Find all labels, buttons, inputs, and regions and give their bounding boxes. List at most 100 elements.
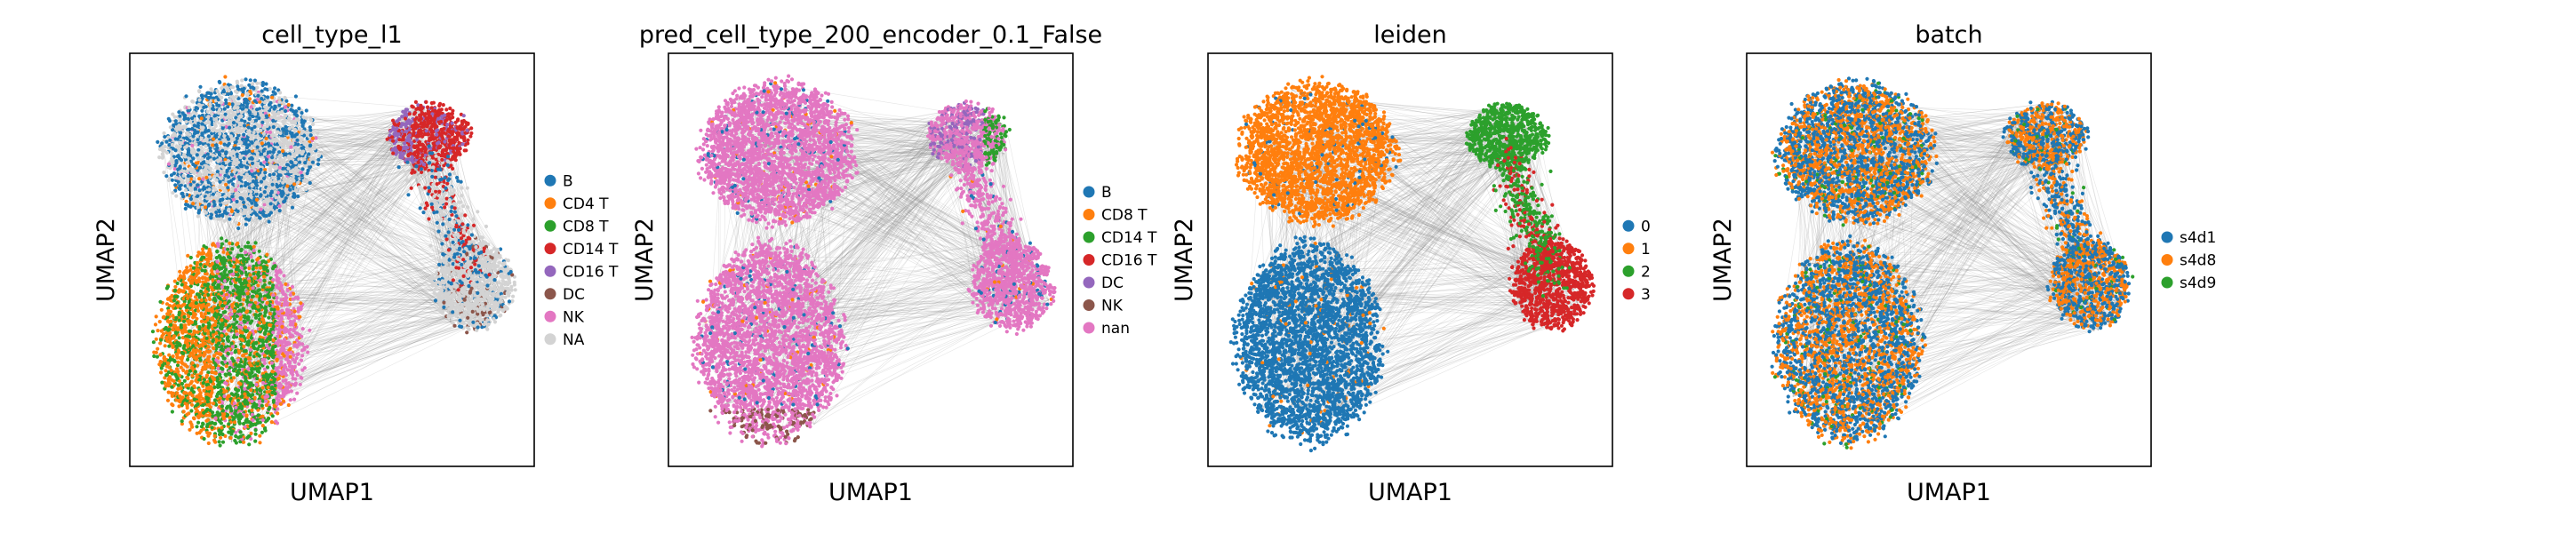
data-point <box>244 165 249 170</box>
data-point <box>246 178 251 182</box>
data-point <box>308 165 312 170</box>
data-point <box>248 78 252 83</box>
data-point <box>219 140 223 145</box>
data-point <box>252 124 257 129</box>
data-point <box>278 91 283 95</box>
edge <box>279 135 413 309</box>
data-point <box>212 181 216 186</box>
data-point <box>240 78 244 83</box>
data-point <box>263 207 268 211</box>
data-point <box>166 162 172 166</box>
panel-title: cell_type_l1 <box>261 21 402 49</box>
data-point <box>308 133 313 138</box>
edge <box>289 314 453 357</box>
data-point <box>248 193 253 197</box>
data-point <box>292 179 296 183</box>
data-point <box>258 441 262 445</box>
data-point <box>174 175 179 179</box>
data-point <box>239 118 244 123</box>
data-point <box>206 115 211 119</box>
data-point <box>259 167 263 172</box>
data-point <box>235 162 239 166</box>
data-point <box>290 103 294 107</box>
data-point <box>232 137 236 141</box>
data-point <box>285 163 290 167</box>
edge <box>255 151 425 402</box>
edge <box>270 197 470 257</box>
data-point <box>303 161 308 165</box>
data-point <box>290 333 294 338</box>
data-point <box>288 176 292 180</box>
data-point <box>235 106 239 110</box>
data-point <box>166 116 171 121</box>
data-point <box>227 179 231 184</box>
data-point <box>182 378 187 383</box>
data-point <box>293 94 298 99</box>
data-point <box>284 131 288 136</box>
data-point <box>310 160 316 164</box>
data-point <box>235 157 239 162</box>
data-point <box>230 102 235 107</box>
edge <box>252 299 441 309</box>
data-point <box>286 144 291 148</box>
data-point <box>173 183 178 187</box>
data-point <box>199 162 204 166</box>
data-point <box>240 372 244 377</box>
data-point <box>196 138 200 142</box>
data-point <box>306 168 310 172</box>
data-point <box>273 91 277 96</box>
data-point <box>239 187 244 192</box>
data-point <box>191 110 196 115</box>
data-point <box>190 126 195 131</box>
data-point <box>264 114 268 118</box>
data-point <box>231 156 236 161</box>
data-point <box>283 155 287 161</box>
edge <box>259 118 404 216</box>
data-point <box>218 170 222 174</box>
data-point <box>265 130 269 134</box>
data-point <box>283 95 287 100</box>
data-point <box>213 116 219 121</box>
data-point <box>287 126 292 131</box>
data-point <box>203 130 207 134</box>
data-point <box>211 143 215 147</box>
data-point <box>184 199 188 203</box>
data-point <box>214 210 219 215</box>
data-point <box>239 248 244 253</box>
data-point <box>223 75 228 79</box>
edge <box>292 269 442 338</box>
data-point <box>268 159 273 163</box>
data-point <box>196 156 201 161</box>
data-point <box>190 143 195 147</box>
data-point <box>255 85 260 90</box>
data-point <box>195 203 200 207</box>
data-point <box>243 119 247 123</box>
data-point <box>187 105 191 110</box>
edge <box>297 314 453 377</box>
data-point <box>197 165 203 170</box>
data-point <box>248 89 252 94</box>
data-point <box>217 210 222 214</box>
data-point <box>220 236 224 241</box>
data-point <box>239 87 244 91</box>
data-point <box>171 160 175 164</box>
data-point <box>196 194 200 198</box>
data-point <box>304 108 308 113</box>
edge <box>304 109 416 135</box>
data-point <box>204 144 208 148</box>
data-point <box>208 175 212 179</box>
data-point <box>299 171 303 175</box>
edge <box>291 260 490 346</box>
data-point <box>241 103 245 107</box>
data-point <box>182 116 187 121</box>
scatter-points <box>150 75 517 448</box>
edge <box>249 310 493 370</box>
data-point <box>270 182 275 187</box>
data-point <box>246 214 251 219</box>
data-point <box>244 97 248 101</box>
data-point <box>264 180 268 185</box>
data-point <box>222 142 227 147</box>
edge <box>255 117 408 290</box>
data-point <box>219 217 223 221</box>
data-point <box>281 146 285 150</box>
